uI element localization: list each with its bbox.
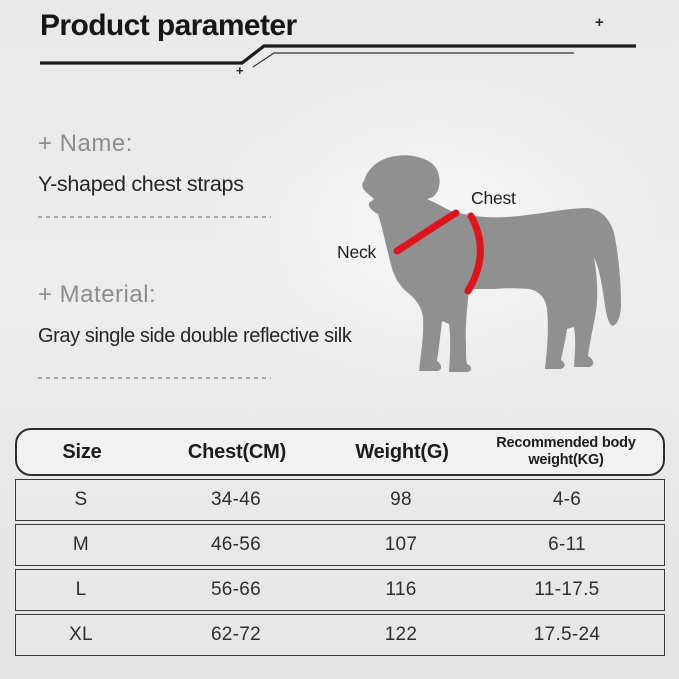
- chest-strap: [464, 212, 484, 295]
- divider-dashed-2: [38, 377, 271, 379]
- table-row-l: L 56-66 116 11-17.5: [15, 569, 665, 611]
- column-header-chest: Chest(CM): [187, 440, 287, 463]
- table-row-xl: XL 62-72 122 17.5-24: [15, 614, 665, 656]
- material-value: Gray single side double reflective silk: [38, 325, 352, 347]
- plus-decoration-right: +: [595, 14, 604, 31]
- size-table: Size Chest(CM) Weight(G) Recommended bod…: [15, 428, 665, 656]
- cell-size: L: [75, 579, 87, 600]
- column-header-size: Size: [62, 440, 102, 463]
- name-value: Y-shaped chest straps: [38, 172, 244, 196]
- divider-dashed-1: [38, 216, 271, 218]
- size-table-header: Size Chest(CM) Weight(G) Recommended bod…: [15, 428, 665, 476]
- table-row-s: S 34-46 98 4-6: [15, 479, 665, 521]
- cell-size: XL: [69, 624, 93, 645]
- cell-weight: 98: [390, 489, 412, 510]
- cell-weight: 107: [384, 534, 418, 555]
- material-label: + Material:: [38, 281, 157, 308]
- page-title: Product parameter: [40, 9, 297, 42]
- header-rule-thick: [40, 44, 636, 65]
- chest-strap-label: Chest: [471, 188, 516, 208]
- neck-strap-label: Neck: [337, 242, 377, 262]
- cell-size: S: [74, 489, 88, 510]
- cell-chest: 62-72: [210, 624, 262, 645]
- cell-chest: 34-46: [210, 489, 262, 510]
- column-header-recommended-weight: Recommended body weight(KG): [496, 434, 636, 468]
- header-rule-thin: [252, 52, 574, 68]
- neck-strap: [393, 209, 460, 255]
- cell-recommended: 6-11: [548, 534, 586, 555]
- table-row-m: M 46-56 107 6-11: [15, 524, 665, 566]
- cell-recommended: 17.5-24: [533, 624, 601, 645]
- cell-chest: 56-66: [210, 579, 262, 600]
- cell-weight: 116: [385, 579, 417, 600]
- cell-recommended: 11-17.5: [534, 579, 600, 600]
- column-header-weight: Weight(G): [355, 440, 449, 463]
- plus-decoration-below: +: [236, 63, 244, 78]
- cell-weight: 122: [384, 624, 418, 645]
- cell-recommended: 4-6: [552, 489, 582, 510]
- name-label: + Name:: [38, 130, 133, 157]
- cell-chest: 46-56: [210, 534, 262, 555]
- cell-size: M: [72, 534, 90, 555]
